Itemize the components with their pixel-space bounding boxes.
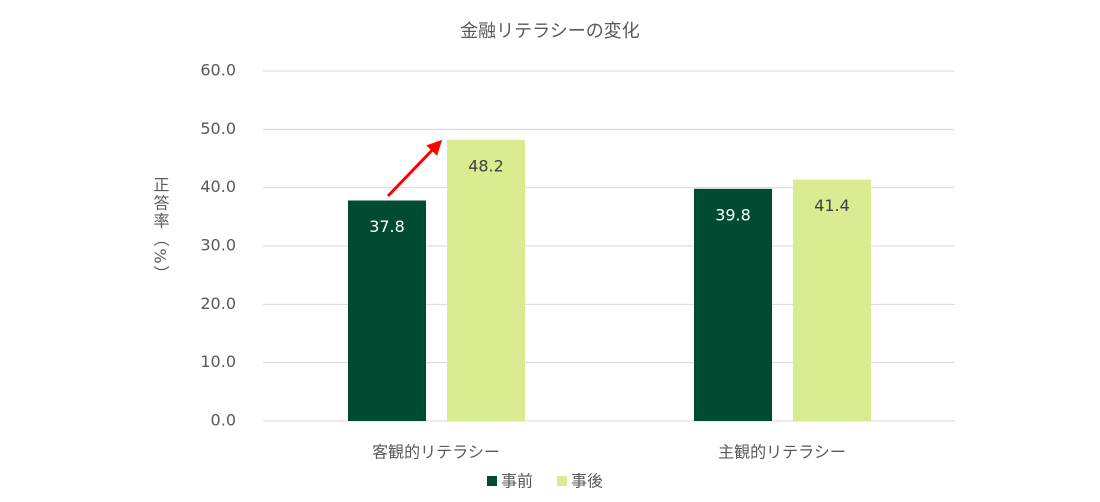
y-tick-label: 50.0 [200, 119, 236, 138]
bar [447, 139, 525, 422]
legend-swatch [557, 476, 567, 486]
x-tick-label: 客観的リテラシー [372, 443, 500, 462]
data-label: 48.2 [468, 156, 504, 175]
annotation-arrow [386, 139, 443, 198]
data-label: 37.8 [369, 217, 405, 236]
legend-label: 事後 [571, 472, 603, 491]
y-tick-label: 10.0 [200, 352, 236, 371]
data-label: 41.4 [814, 196, 850, 215]
bar [793, 179, 871, 421]
y-tick-label: 0.0 [211, 411, 236, 430]
y-tick-label: 60.0 [200, 61, 236, 80]
legend-swatch [487, 476, 497, 486]
x-tick-label: 主観的リテラシー [718, 443, 846, 462]
y-tick-label: 30.0 [200, 236, 236, 255]
legend-label: 事前 [501, 472, 533, 491]
y-tick-label: 20.0 [200, 294, 236, 313]
y-axis-label: 正答率（%） [151, 176, 170, 283]
y-tick-label: 40.0 [200, 177, 236, 196]
bar [694, 188, 772, 421]
data-label: 39.8 [715, 205, 751, 224]
bar [348, 200, 426, 421]
chart-title: 金融リテラシーの変化 [460, 21, 640, 42]
